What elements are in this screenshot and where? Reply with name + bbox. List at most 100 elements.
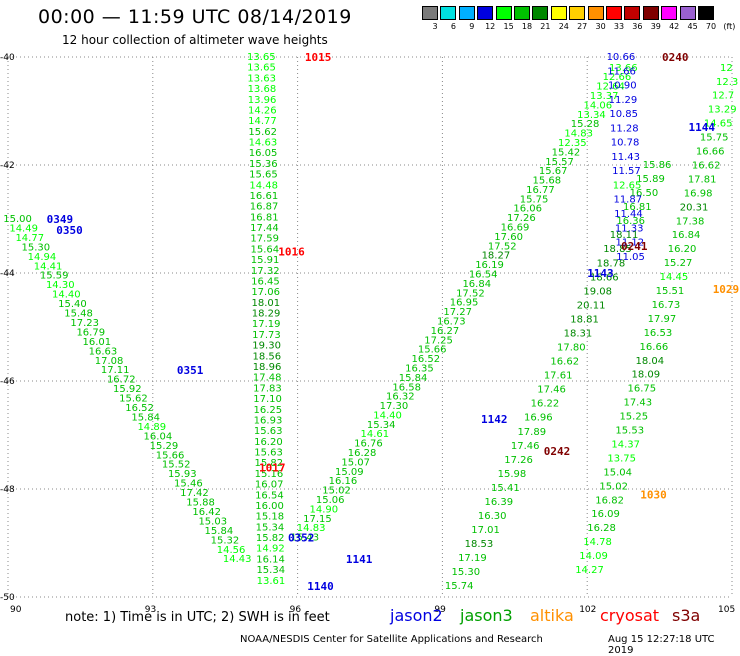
swh-value-label: 15.89: [636, 174, 665, 185]
x-tick-label: 90: [10, 605, 22, 615]
legend-jason3: jason3: [460, 606, 513, 625]
colorbar-swatch: [422, 6, 438, 20]
colorbar-swatch: [477, 6, 494, 20]
chart-title: 00:00 — 11:59 UTC 08/14/2019: [38, 6, 352, 28]
x-tick-label: 96: [290, 605, 302, 615]
pass-time-label: 0240: [662, 51, 689, 64]
swh-value-label: 17.26: [507, 213, 536, 224]
swh-value-label: 15.82: [254, 458, 283, 469]
swh-value-label: 17.15: [303, 514, 332, 525]
swh-value-label: 14.90: [310, 504, 339, 515]
swh-value-label: 17.26: [504, 455, 533, 466]
swh-value-label: 16.73: [437, 316, 466, 327]
swh-value-label: 16.09: [591, 509, 620, 520]
swh-value-label: 13.75: [607, 453, 636, 464]
colorbar-swatch: [440, 6, 457, 20]
swh-value-label: 14.26: [248, 105, 277, 116]
swh-value-label: 19.08: [583, 286, 612, 297]
swh-value-label: 18.96: [253, 362, 282, 373]
swh-value-label: 15.41: [491, 483, 520, 494]
swh-value-label: 16.32: [386, 392, 415, 403]
pass-time-label: 1017: [259, 461, 286, 474]
swh-value-label: 15.64: [251, 244, 280, 255]
swh-value-label: 16.63: [89, 346, 118, 357]
swh-value-label: 15.84: [399, 373, 428, 384]
swh-value-label: 14.89: [137, 422, 166, 433]
swh-value-label: 17.52: [456, 288, 485, 299]
swh-value-label: 18.11: [610, 230, 639, 241]
swh-value-label: 15.28: [571, 119, 600, 130]
swh-value-label: 15.02: [322, 486, 351, 497]
swh-value-label: 14.43: [223, 554, 252, 565]
swh-value-label: 18.78: [597, 258, 626, 269]
swh-value-label: 17.61: [544, 371, 573, 382]
swh-value-label: 17.30: [380, 401, 409, 412]
swh-value-label: 18.01: [252, 298, 281, 309]
swh-value-label: 17.46: [511, 441, 540, 452]
swh-value-label: 15.75: [700, 133, 729, 144]
swh-value-label: 16.73: [652, 300, 681, 311]
swh-value-label: 16.35: [405, 363, 434, 374]
swh-value-label: 13.96: [248, 95, 277, 106]
swh-value-label: 15.30: [451, 567, 480, 578]
colorbar-label: 42: [669, 22, 680, 31]
swh-value-label: 17.08: [95, 356, 124, 367]
swh-value-label: 15.29: [150, 441, 179, 452]
swh-value-label: 16.75: [627, 384, 656, 395]
swh-value-label: 11.28: [610, 123, 639, 134]
swh-value-label: 17.83: [253, 383, 282, 394]
swh-value-label: 17.10: [253, 394, 282, 405]
swh-value-label: 15.67: [539, 166, 568, 177]
swh-value-label: 15.30: [22, 242, 51, 253]
swh-value-label: 20.31: [680, 202, 709, 213]
pass-time-label: 1141: [346, 553, 373, 566]
swh-value-label: 16.36: [616, 216, 645, 227]
swh-value-label: 11.29: [609, 95, 638, 106]
swh-value-label: 19.30: [252, 341, 281, 352]
swh-value-label: 15.00: [3, 214, 32, 225]
swh-value-label: 17.89: [517, 427, 546, 438]
swh-value-label: 17.19: [458, 553, 487, 564]
swh-value-label: 13.65: [247, 63, 276, 74]
swh-value-label: 14.78: [583, 537, 612, 548]
swh-value-label: 16.53: [644, 328, 673, 339]
swh-value-label: 15.63: [254, 448, 283, 459]
colorbar-label: 9: [469, 22, 475, 31]
pass-time-label: 1142: [481, 413, 508, 426]
swh-value-label: 16.54: [255, 490, 284, 501]
swh-value-label: 16.93: [254, 415, 283, 426]
pass-time-label: 0351: [177, 364, 204, 377]
pass-time-label: 0242: [544, 445, 571, 458]
y-tick-label: -50: [0, 593, 15, 603]
swh-value-label: 17.42: [180, 488, 209, 499]
swh-value-label: 10.78: [611, 138, 640, 149]
colorbar-swatch: [642, 6, 659, 20]
swh-value-label: 15.84: [131, 412, 160, 423]
swh-value-label: 17.46: [537, 385, 566, 396]
swh-value-label: 12.65: [613, 180, 642, 191]
swh-value-label: 16.45: [251, 276, 280, 287]
swh-value-label: 13.37: [590, 91, 619, 102]
swh-value-label: 15.88: [186, 498, 215, 509]
swh-value-label: 16.19: [475, 260, 504, 271]
swh-value-label: 15.91: [251, 255, 280, 266]
swh-value-label: 13.61: [257, 576, 286, 587]
swh-value-label: 15.06: [316, 495, 345, 506]
swh-value-label: 17.59: [250, 234, 279, 245]
swh-value-label: 15.52: [162, 460, 191, 471]
colorbar-swatch: [587, 6, 604, 20]
credit-line: NOAA/NESDIS Center for Satellite Applica…: [240, 634, 543, 645]
generation-timestamp: Aug 15 12:27:18 UTC 2019: [608, 634, 715, 656]
swh-value-label: 10.90: [608, 81, 637, 92]
pass-time-label: 1030: [640, 488, 667, 501]
swh-value-label: 16.27: [431, 326, 460, 337]
colorbar-label: 39: [650, 22, 661, 31]
chart-subtitle: 12 hour collection of altimeter wave hei…: [62, 33, 328, 47]
swh-value-label: 16.28: [587, 523, 616, 534]
swh-value-label: 17.11: [101, 365, 130, 376]
swh-value-label: 16.07: [255, 480, 284, 491]
swh-value-label: 15.75: [520, 194, 549, 205]
swh-value-label: 15.34: [256, 522, 285, 533]
colorbar-swatch: [514, 6, 530, 20]
